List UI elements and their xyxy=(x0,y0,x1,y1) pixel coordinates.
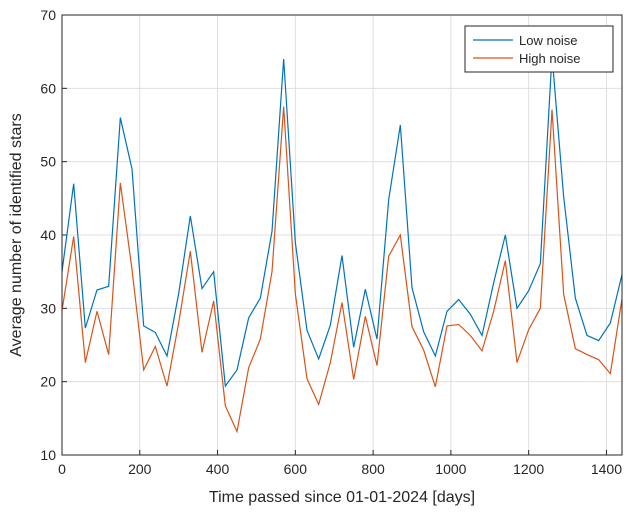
x-tick-label: 400 xyxy=(206,461,230,477)
x-tick-label: 0 xyxy=(58,461,66,477)
x-tick-label: 800 xyxy=(361,461,385,477)
x-tick-label: 1200 xyxy=(513,461,544,477)
legend-label: High noise xyxy=(519,51,580,66)
y-tick-label: 70 xyxy=(40,7,56,23)
line xyxy=(61,55,623,388)
y-axis-label: Average number of identified stars xyxy=(8,113,25,356)
axes-box xyxy=(61,14,623,456)
y-tick-label: 10 xyxy=(40,447,56,463)
x-tick-label: 600 xyxy=(284,461,308,477)
legend: Low noise High noise xyxy=(464,25,614,73)
y-tick-label: 50 xyxy=(40,154,56,170)
legend-box xyxy=(464,25,614,73)
y-tick-label: 60 xyxy=(40,80,56,96)
y-tick-label: 20 xyxy=(40,374,56,390)
y-tick-label: 30 xyxy=(40,300,56,316)
x-tick-label: 1400 xyxy=(591,461,622,477)
x-tick-label: 1000 xyxy=(435,461,466,477)
legend-label: Low noise xyxy=(519,33,578,48)
x-tick-label: 200 xyxy=(128,461,152,477)
line xyxy=(61,106,623,434)
y-tick-label: 40 xyxy=(40,227,56,243)
x-axis-label: Time passed since 01-01-2024 [days] xyxy=(209,489,475,506)
